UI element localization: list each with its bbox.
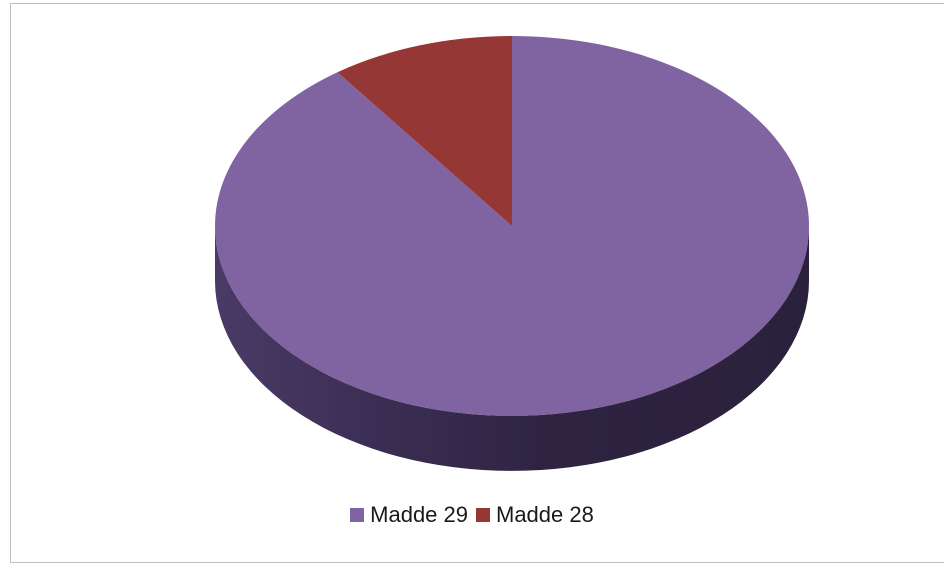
pie-top-faces bbox=[214, 36, 809, 416]
legend-entry-madde-29: Madde 29 bbox=[350, 502, 468, 528]
legend-entry-madde-28: Madde 28 bbox=[476, 502, 594, 528]
pie-side-wall bbox=[215, 226, 809, 471]
pie-side-face bbox=[215, 226, 809, 471]
legend-label-madde-29: Madde 29 bbox=[370, 502, 468, 527]
legend-swatch-madde-28 bbox=[476, 508, 490, 522]
pie-slice-madde-29 bbox=[214, 36, 809, 416]
legend: Madde 29 Madde 28 bbox=[0, 502, 944, 528]
legend-label-madde-28: Madde 28 bbox=[496, 502, 594, 527]
pie-slice-madde-28 bbox=[337, 36, 512, 226]
pie-chart bbox=[214, 36, 809, 471]
legend-swatch-madde-29 bbox=[350, 508, 365, 522]
